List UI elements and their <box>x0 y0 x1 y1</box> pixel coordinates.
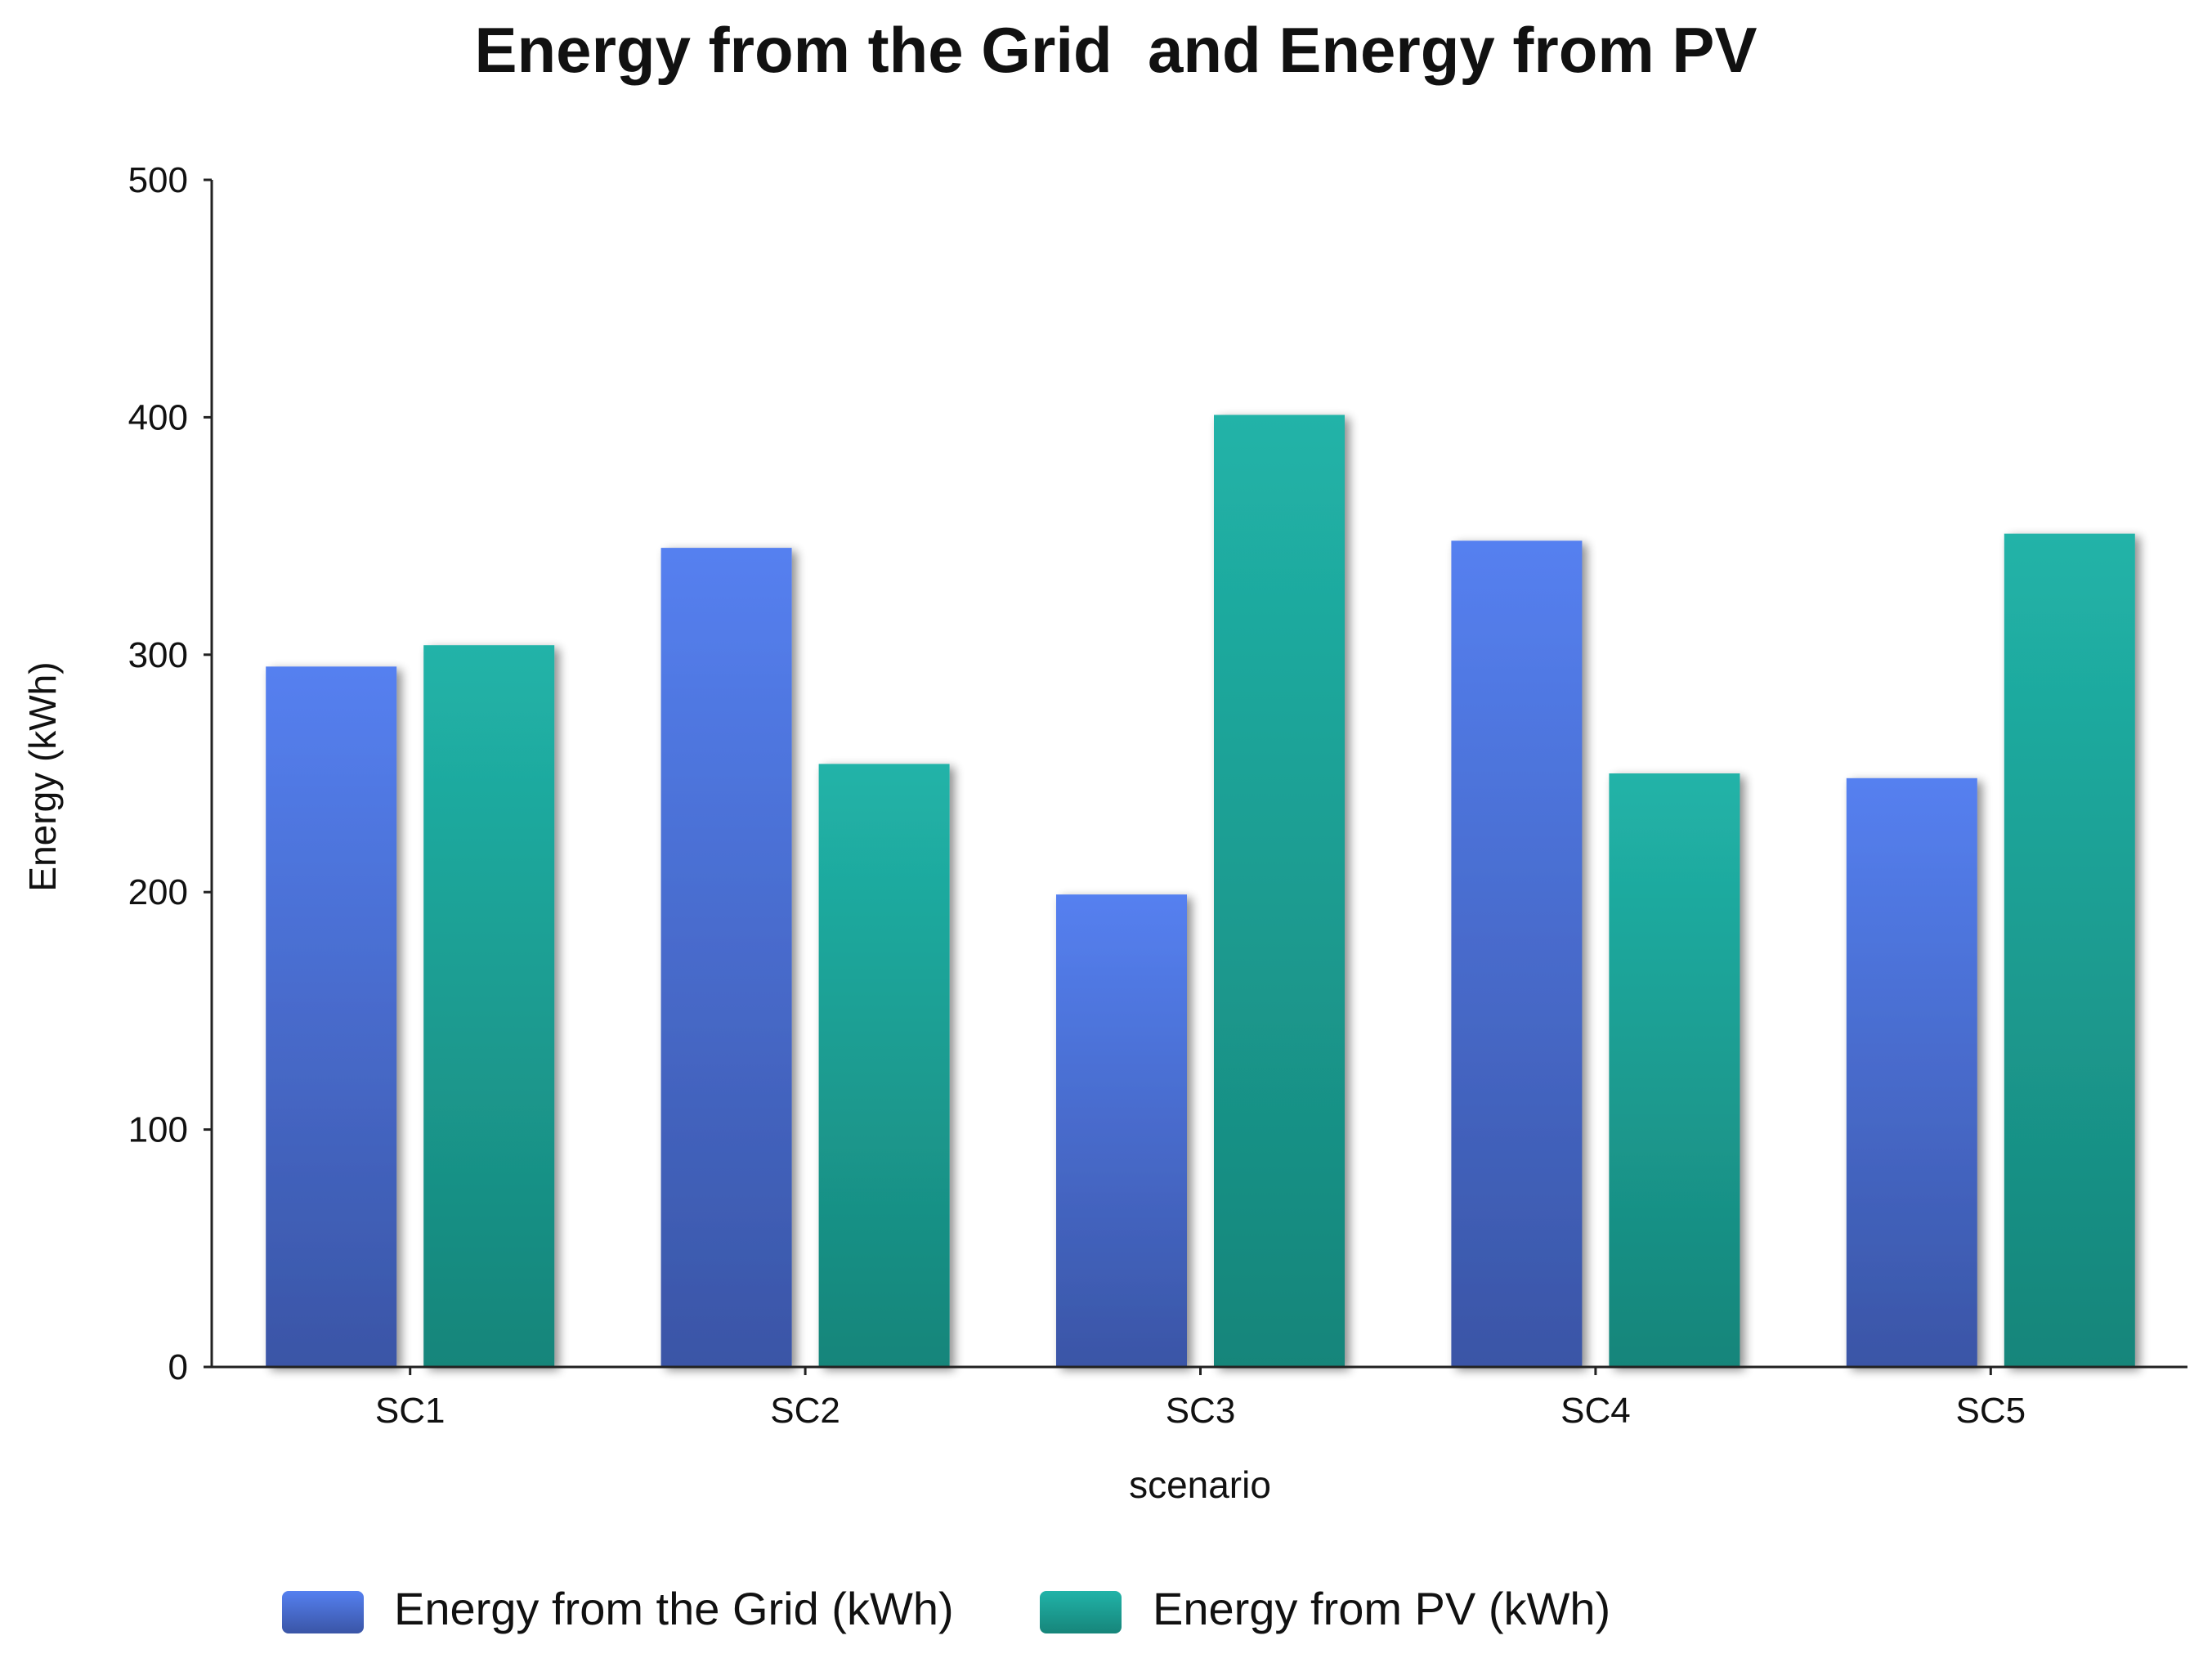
bar-grid-sc5[interactable] <box>1846 777 1977 1367</box>
y-tick-label-0: 0 <box>168 1347 188 1387</box>
x-axis-title: scenario <box>1129 1463 1271 1506</box>
y-axis-title: Energy (kWh) <box>21 661 64 891</box>
legend-label-pv: Energy from PV (kWh) <box>1153 1583 1610 1634</box>
legend-item-grid[interactable]: Energy from the Grid (kWh) <box>282 1583 954 1634</box>
x-tick-label-sc4: SC4 <box>1560 1391 1631 1431</box>
legend-label-grid: Energy from the Grid (kWh) <box>394 1583 954 1634</box>
chart-title: Energy from the Grid and Energy from PV <box>475 14 1758 86</box>
legend: Energy from the Grid (kWh) Energy from P… <box>282 1583 1610 1634</box>
bar-grid-sc1[interactable] <box>266 666 397 1367</box>
x-tick-label-sc3: SC3 <box>1166 1391 1236 1431</box>
bar-pv-sc1[interactable] <box>423 645 555 1367</box>
bar-grid-sc3[interactable] <box>1056 894 1187 1367</box>
bar-pv-sc5[interactable] <box>2004 533 2135 1367</box>
x-tick-label-sc2: SC2 <box>770 1391 840 1431</box>
bar-pv-sc4[interactable] <box>1609 773 1740 1367</box>
legend-swatch-grid <box>282 1591 364 1633</box>
bar-grid-sc4[interactable] <box>1451 540 1583 1367</box>
legend-item-pv[interactable]: Energy from PV (kWh) <box>1040 1583 1610 1634</box>
y-tick-label-200: 200 <box>128 872 188 912</box>
x-tick-label-sc5: SC5 <box>1956 1391 2026 1431</box>
bars <box>266 415 2135 1368</box>
y-tick-label-400: 400 <box>128 397 188 437</box>
x-tick-label-sc1: SC1 <box>375 1391 446 1431</box>
x-axis-ticks: SC1 SC2 SC3 SC4 SC5 <box>375 1367 2026 1431</box>
legend-swatch-pv <box>1040 1591 1122 1633</box>
bar-pv-sc2[interactable] <box>818 764 950 1367</box>
y-tick-label-100: 100 <box>128 1110 188 1150</box>
y-tick-label-300: 300 <box>128 635 188 675</box>
bar-grid-sc2[interactable] <box>660 548 792 1367</box>
bar-pv-sc3[interactable] <box>1214 415 1345 1368</box>
y-tick-label-500: 500 <box>128 160 188 200</box>
y-axis-ticks: 0 100 200 300 400 500 <box>128 160 212 1387</box>
